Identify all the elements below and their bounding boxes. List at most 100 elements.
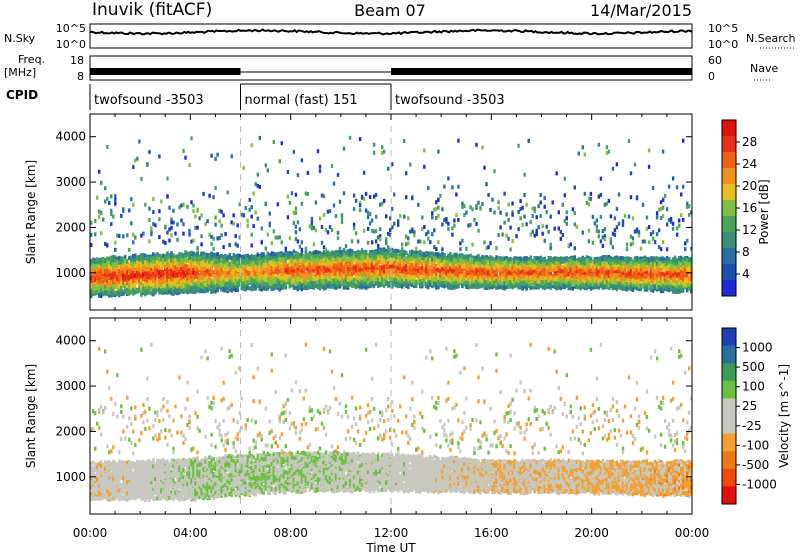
freq-unit: [MHz] — [4, 66, 36, 79]
heatmap-cell — [327, 230, 329, 234]
heatmap-cell — [315, 266, 317, 270]
heatmap-cell — [128, 248, 130, 252]
heatmap-cell — [170, 233, 172, 237]
heatmap-cell — [259, 185, 261, 189]
heatmap-cell — [154, 223, 156, 227]
heatmap-cell — [251, 215, 253, 219]
heatmap-cell — [269, 212, 271, 216]
heatmap-cell — [144, 203, 146, 207]
heatmap-cell — [172, 221, 174, 225]
heatmap-cell — [291, 191, 293, 195]
heatmap-cell — [295, 230, 297, 234]
heatmap-cell — [214, 186, 216, 190]
heatmap-cell — [267, 168, 269, 172]
heatmap-cell — [224, 271, 226, 275]
heatmap-cell — [142, 232, 144, 236]
heatmap-cell — [323, 213, 325, 217]
power-panel — [90, 114, 692, 310]
heatmap-cell — [100, 211, 102, 215]
heatmap-cell — [285, 252, 287, 256]
heatmap-cell — [315, 254, 317, 258]
heatmap-cell — [237, 223, 239, 227]
cpid-segment-label: normal (fast) 151 — [245, 93, 358, 108]
heatmap-cell — [315, 281, 317, 285]
heatmap-cell — [160, 200, 162, 204]
nsearch-tick-top: 10^5 — [708, 22, 738, 35]
heatmap-cell — [224, 288, 226, 292]
nsearch-label: N.Search — [746, 32, 796, 45]
heatmap-cell — [158, 154, 160, 158]
heatmap-cell — [255, 255, 257, 259]
heatmap-cell — [114, 241, 116, 245]
heatmap-cell — [150, 226, 152, 230]
heatmap-cell — [134, 279, 136, 283]
heatmap-cell — [158, 235, 160, 239]
beam-title: Beam 07 — [354, 1, 426, 20]
heatmap-cell — [297, 220, 299, 224]
heatmap-cell — [287, 215, 289, 219]
heatmap-cell — [100, 231, 102, 235]
heatmap-cell — [321, 241, 323, 245]
heatmap-cell — [220, 233, 222, 237]
heatmap-cell — [212, 195, 214, 199]
heatmap-cell — [289, 201, 291, 205]
heatmap-cell — [148, 239, 150, 243]
heatmap-cell — [182, 203, 184, 207]
nsky-tick-top: 10^5 — [56, 22, 86, 35]
heatmap-cell — [222, 245, 224, 249]
heatmap-cell — [261, 240, 263, 244]
heatmap-cell — [295, 207, 297, 211]
heatmap-cell — [251, 233, 253, 237]
heatmap-cell — [335, 214, 337, 218]
heatmap-cell — [279, 235, 281, 239]
heatmap-cell — [176, 222, 178, 226]
heatmap-cell — [333, 182, 335, 186]
heatmap-cell — [216, 153, 218, 157]
heatmap-cell — [301, 202, 303, 206]
heatmap-cell — [128, 208, 130, 212]
heatmap-cell — [148, 207, 150, 211]
heatmap-cell — [134, 258, 136, 262]
nsearch-tick-bottom: 10^0 — [708, 38, 738, 51]
heatmap-cell — [196, 246, 198, 250]
heatmap-cell — [102, 218, 104, 222]
heatmap-cell — [315, 228, 317, 232]
heatmap-cell — [126, 233, 128, 237]
heatmap-cell — [273, 140, 275, 144]
heatmap-cell — [194, 275, 196, 279]
heatmap-cell — [281, 240, 283, 244]
date-title: 14/Mar/2015 — [590, 1, 692, 20]
heatmap-cell — [285, 256, 287, 260]
heatmap-cell — [164, 288, 166, 292]
heatmap-cell — [104, 285, 106, 289]
heatmap-cell — [194, 286, 196, 290]
heatmap-cell — [164, 283, 166, 287]
cpid-segment-label: twofsound -3503 — [94, 93, 204, 108]
nsky-panel-frame — [90, 24, 692, 48]
heatmap-cell — [299, 227, 301, 231]
heatmap-cell — [134, 290, 136, 294]
heatmap-cell — [257, 217, 259, 221]
heatmap-cell — [311, 217, 313, 221]
heatmap-cell — [100, 181, 102, 185]
heatmap-cell — [329, 209, 331, 213]
heatmap-cell — [293, 150, 295, 154]
heatmap-cell — [164, 257, 166, 261]
heatmap-cell — [104, 269, 106, 273]
heatmap-cell — [164, 225, 166, 229]
heatmap-cell — [194, 267, 196, 271]
heatmap-cell — [200, 234, 202, 238]
heatmap-cell — [146, 163, 148, 167]
heatmap-cell — [182, 222, 184, 226]
heatmap-cell — [122, 209, 124, 213]
heatmap-cell — [295, 211, 297, 215]
heatmap-cell — [212, 247, 214, 251]
heatmap-cell — [214, 157, 216, 161]
heatmap-cell — [224, 232, 226, 236]
freq-band-1 — [391, 68, 692, 75]
heatmap-cell — [210, 154, 212, 158]
heatmap-cell — [231, 154, 233, 158]
heatmap-cell — [297, 239, 299, 243]
heatmap-cell — [285, 247, 287, 251]
nsky-tick-bottom: 10^0 — [56, 38, 86, 51]
